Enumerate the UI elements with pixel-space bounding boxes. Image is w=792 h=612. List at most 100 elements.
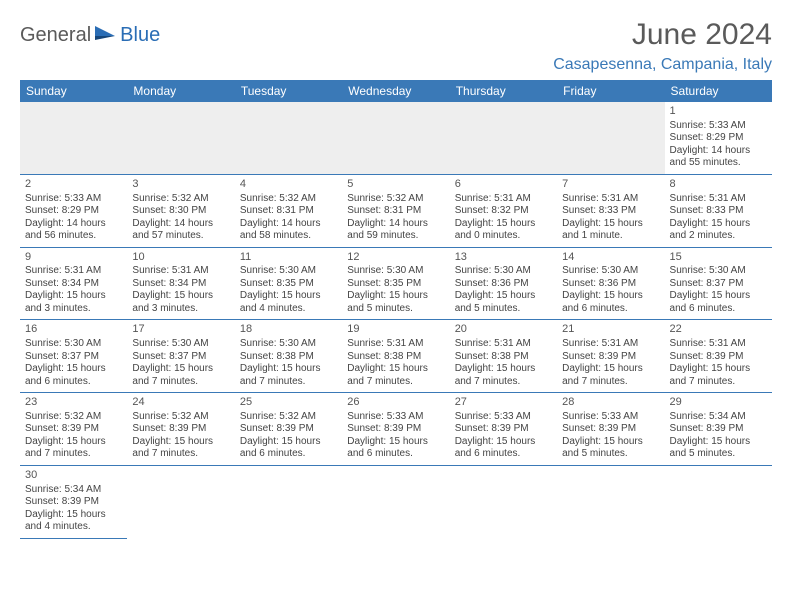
day-number: 24 [132, 396, 229, 410]
calendar-cell [127, 102, 234, 174]
sunrise-text: Sunrise: 5:31 AM [455, 338, 552, 351]
sunrise-text: Sunrise: 5:32 AM [25, 411, 122, 424]
calendar-week-row: 23Sunrise: 5:32 AMSunset: 8:39 PMDayligh… [20, 393, 772, 466]
calendar-cell [342, 465, 449, 538]
sunset-text: Sunset: 8:33 PM [670, 205, 767, 218]
sunset-text: Sunset: 8:38 PM [347, 351, 444, 364]
sunrise-text: Sunrise: 5:31 AM [562, 193, 659, 206]
day-header: Wednesday [342, 80, 449, 102]
month-title: June 2024 [553, 18, 772, 52]
calendar-cell: 20Sunrise: 5:31 AMSunset: 8:38 PMDayligh… [450, 320, 557, 393]
calendar-cell [342, 102, 449, 174]
day-number: 20 [455, 323, 552, 337]
calendar-cell [557, 102, 664, 174]
day-number: 14 [562, 251, 659, 265]
daylight-text: Daylight: 15 hours and 6 minutes. [670, 290, 767, 315]
calendar-cell: 10Sunrise: 5:31 AMSunset: 8:34 PMDayligh… [127, 247, 234, 320]
daylight-text: Daylight: 15 hours and 7 minutes. [240, 363, 337, 388]
day-number: 27 [455, 396, 552, 410]
sunrise-text: Sunrise: 5:31 AM [670, 193, 767, 206]
header: General Blue June 2024 Casapesenna, Camp… [20, 18, 772, 74]
sunrise-text: Sunrise: 5:33 AM [347, 411, 444, 424]
sunset-text: Sunset: 8:29 PM [25, 205, 122, 218]
sunrise-text: Sunrise: 5:30 AM [240, 265, 337, 278]
calendar-cell [450, 102, 557, 174]
calendar-cell: 23Sunrise: 5:32 AMSunset: 8:39 PMDayligh… [20, 393, 127, 466]
day-number: 21 [562, 323, 659, 337]
calendar-cell: 16Sunrise: 5:30 AMSunset: 8:37 PMDayligh… [20, 320, 127, 393]
calendar-cell [665, 465, 772, 538]
sunrise-text: Sunrise: 5:32 AM [132, 193, 229, 206]
day-number: 16 [25, 323, 122, 337]
sunset-text: Sunset: 8:39 PM [670, 351, 767, 364]
calendar-cell: 28Sunrise: 5:33 AMSunset: 8:39 PMDayligh… [557, 393, 664, 466]
daylight-text: Daylight: 15 hours and 7 minutes. [670, 363, 767, 388]
sunrise-text: Sunrise: 5:30 AM [347, 265, 444, 278]
calendar-cell: 15Sunrise: 5:30 AMSunset: 8:37 PMDayligh… [665, 247, 772, 320]
calendar-cell: 19Sunrise: 5:31 AMSunset: 8:38 PMDayligh… [342, 320, 449, 393]
daylight-text: Daylight: 15 hours and 5 minutes. [562, 436, 659, 461]
day-number: 2 [25, 178, 122, 192]
daylight-text: Daylight: 15 hours and 7 minutes. [132, 436, 229, 461]
sunset-text: Sunset: 8:36 PM [562, 278, 659, 291]
daylight-text: Daylight: 15 hours and 7 minutes. [25, 436, 122, 461]
daylight-text: Daylight: 15 hours and 7 minutes. [132, 363, 229, 388]
calendar-cell: 3Sunrise: 5:32 AMSunset: 8:30 PMDaylight… [127, 174, 234, 247]
day-header-row: Sunday Monday Tuesday Wednesday Thursday… [20, 80, 772, 102]
sunrise-text: Sunrise: 5:32 AM [240, 193, 337, 206]
sunrise-text: Sunrise: 5:30 AM [455, 265, 552, 278]
sunset-text: Sunset: 8:37 PM [670, 278, 767, 291]
day-number: 13 [455, 251, 552, 265]
daylight-text: Daylight: 14 hours and 57 minutes. [132, 218, 229, 243]
sunrise-text: Sunrise: 5:30 AM [562, 265, 659, 278]
calendar-cell: 14Sunrise: 5:30 AMSunset: 8:36 PMDayligh… [557, 247, 664, 320]
sunset-text: Sunset: 8:34 PM [132, 278, 229, 291]
daylight-text: Daylight: 15 hours and 6 minutes. [347, 436, 444, 461]
day-header: Thursday [450, 80, 557, 102]
sunrise-text: Sunrise: 5:31 AM [25, 265, 122, 278]
calendar-cell: 24Sunrise: 5:32 AMSunset: 8:39 PMDayligh… [127, 393, 234, 466]
flag-icon [95, 24, 117, 47]
day-number: 22 [670, 323, 767, 337]
calendar-week-row: 30Sunrise: 5:34 AMSunset: 8:39 PMDayligh… [20, 465, 772, 538]
sunset-text: Sunset: 8:39 PM [240, 423, 337, 436]
calendar-cell: 29Sunrise: 5:34 AMSunset: 8:39 PMDayligh… [665, 393, 772, 466]
title-block: June 2024 Casapesenna, Campania, Italy [553, 18, 772, 74]
daylight-text: Daylight: 15 hours and 7 minutes. [347, 363, 444, 388]
day-header: Tuesday [235, 80, 342, 102]
calendar-cell: 6Sunrise: 5:31 AMSunset: 8:32 PMDaylight… [450, 174, 557, 247]
sunrise-text: Sunrise: 5:33 AM [455, 411, 552, 424]
location-label: Casapesenna, Campania, Italy [553, 56, 772, 74]
daylight-text: Daylight: 15 hours and 6 minutes. [562, 290, 659, 315]
sunset-text: Sunset: 8:39 PM [25, 423, 122, 436]
day-number: 11 [240, 251, 337, 265]
sunset-text: Sunset: 8:31 PM [240, 205, 337, 218]
day-number: 3 [132, 178, 229, 192]
calendar-cell: 8Sunrise: 5:31 AMSunset: 8:33 PMDaylight… [665, 174, 772, 247]
sunset-text: Sunset: 8:31 PM [347, 205, 444, 218]
day-number: 12 [347, 251, 444, 265]
day-number: 28 [562, 396, 659, 410]
sunset-text: Sunset: 8:38 PM [240, 351, 337, 364]
calendar-week-row: 16Sunrise: 5:30 AMSunset: 8:37 PMDayligh… [20, 320, 772, 393]
sunrise-text: Sunrise: 5:31 AM [132, 265, 229, 278]
daylight-text: Daylight: 15 hours and 6 minutes. [25, 363, 122, 388]
daylight-text: Daylight: 15 hours and 5 minutes. [455, 290, 552, 315]
calendar-cell: 26Sunrise: 5:33 AMSunset: 8:39 PMDayligh… [342, 393, 449, 466]
day-number: 15 [670, 251, 767, 265]
daylight-text: Daylight: 15 hours and 1 minute. [562, 218, 659, 243]
sunset-text: Sunset: 8:37 PM [25, 351, 122, 364]
sunrise-text: Sunrise: 5:31 AM [455, 193, 552, 206]
calendar-cell: 5Sunrise: 5:32 AMSunset: 8:31 PMDaylight… [342, 174, 449, 247]
daylight-text: Daylight: 15 hours and 7 minutes. [562, 363, 659, 388]
calendar-cell: 9Sunrise: 5:31 AMSunset: 8:34 PMDaylight… [20, 247, 127, 320]
day-number: 1 [670, 105, 767, 119]
daylight-text: Daylight: 15 hours and 3 minutes. [25, 290, 122, 315]
calendar-cell [235, 102, 342, 174]
calendar-cell [450, 465, 557, 538]
sunrise-text: Sunrise: 5:30 AM [132, 338, 229, 351]
calendar-cell: 25Sunrise: 5:32 AMSunset: 8:39 PMDayligh… [235, 393, 342, 466]
calendar-cell [235, 465, 342, 538]
day-header: Monday [127, 80, 234, 102]
sunrise-text: Sunrise: 5:30 AM [670, 265, 767, 278]
